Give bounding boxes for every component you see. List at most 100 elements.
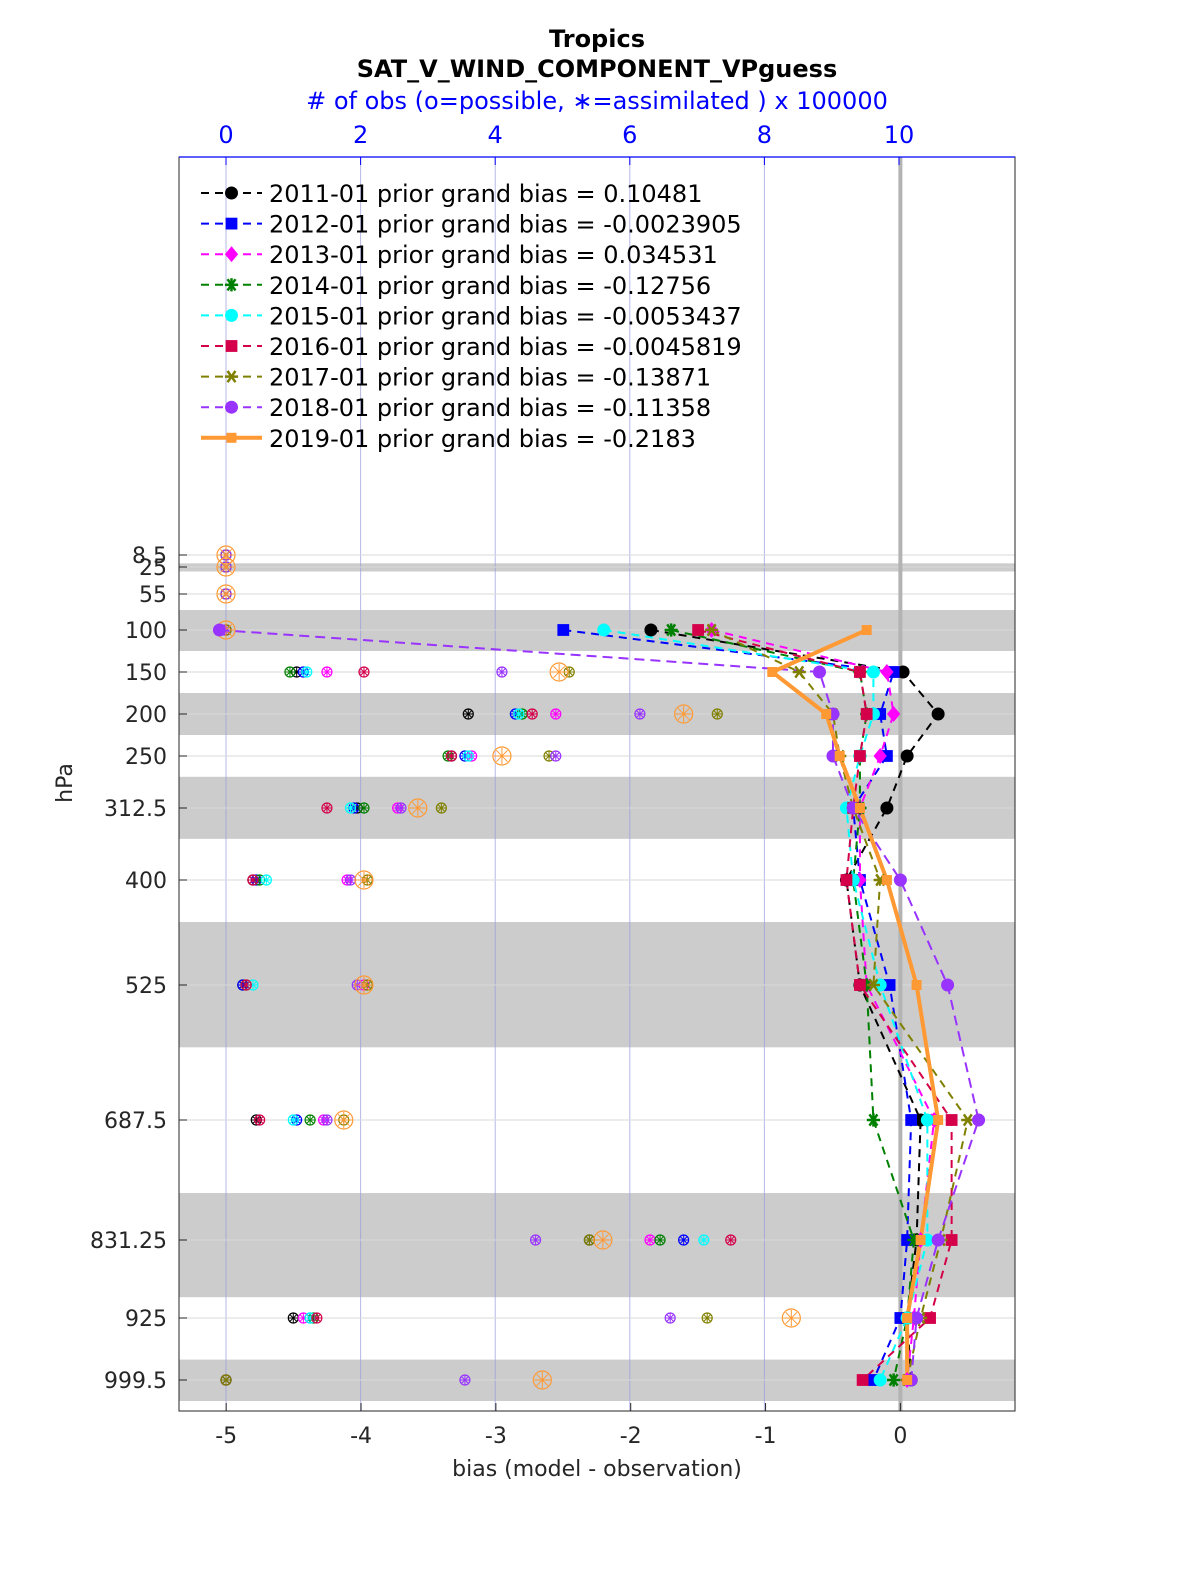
data-point (893, 873, 907, 887)
y-tick-label: 55 (139, 583, 167, 608)
data-point (911, 980, 922, 990)
data-point (886, 706, 901, 722)
legend-marker (225, 217, 238, 230)
top-tick-label: 10 (884, 121, 915, 149)
obs-count-marker (216, 584, 236, 604)
data-point (915, 1235, 926, 1245)
data-point (860, 708, 873, 720)
data-point (664, 623, 678, 637)
obs-count-marker (550, 750, 562, 762)
chart-title: Tropics (549, 25, 645, 53)
obs-count-marker (334, 1110, 354, 1130)
obs-count-marker (220, 1374, 232, 1386)
data-point (902, 1375, 913, 1385)
obs-count-marker (459, 1374, 471, 1386)
x-tick-label: -1 (755, 1424, 777, 1449)
data-point (902, 1313, 913, 1323)
data-point (854, 803, 865, 813)
data-point (881, 875, 892, 885)
y-tick-label: 200 (125, 703, 167, 728)
data-point (900, 749, 914, 763)
obs-count-marker (408, 798, 428, 818)
y-tick-label: 400 (125, 869, 167, 894)
data-point (945, 1114, 958, 1126)
data-point (972, 1113, 986, 1127)
data-point (854, 666, 866, 678)
data-point (880, 664, 894, 680)
data-point (767, 667, 778, 677)
x-tick-label: -4 (350, 1424, 372, 1449)
data-point (941, 978, 955, 992)
obs-count-marker (711, 708, 723, 720)
y-tick-label: 100 (125, 619, 167, 644)
legend-entry: 2011-01 prior grand bias = 0.10481 (269, 180, 702, 208)
obs-count-marker (529, 1234, 542, 1246)
data-point (644, 623, 658, 637)
obs-count-marker (354, 870, 374, 890)
obs-count-marker (664, 1312, 676, 1324)
shaded-band (179, 1193, 1015, 1298)
top-tick-label: 6 (622, 121, 637, 149)
data-point (212, 623, 226, 637)
data-point (945, 1234, 958, 1246)
data-point (557, 624, 570, 636)
y-tick-label: 925 (125, 1307, 167, 1332)
obs-count-marker (301, 666, 313, 678)
series-markers (212, 622, 986, 1388)
legend-marker (225, 400, 238, 414)
obs-count-marker (311, 1312, 323, 1324)
legend-marker (224, 278, 239, 292)
obs-count-marker (395, 802, 407, 814)
data-point (880, 801, 894, 815)
obs-count-marker (549, 662, 569, 682)
obs-count-marker (725, 1234, 737, 1246)
obs-count-marker (781, 1308, 801, 1328)
obs-count-marker (674, 704, 694, 724)
obs-count-marker (344, 874, 357, 886)
obs-count-marker (513, 708, 525, 720)
x-tick-label: -2 (620, 1424, 642, 1449)
y-tick-label: 25 (139, 556, 167, 581)
legend-entry: 2014-01 prior grand bias = -0.12756 (269, 272, 711, 300)
y-tick-label: 525 (125, 974, 167, 999)
obs-count-marker (698, 1234, 710, 1246)
data-point (866, 665, 880, 679)
x-tick-label: 0 (893, 1424, 907, 1449)
data-point (821, 709, 832, 719)
legend-marker (226, 432, 237, 443)
y-tick-label: 250 (125, 745, 167, 770)
data-point (840, 874, 853, 886)
data-point (887, 1373, 901, 1387)
data-point (873, 1373, 887, 1387)
x-tick-label: -3 (485, 1424, 507, 1449)
data-point (854, 979, 866, 991)
legend-marker (224, 370, 239, 383)
data-point (931, 1233, 945, 1247)
top-tick-label: 2 (353, 121, 368, 149)
obs-count-marker (284, 666, 296, 678)
obs-count-marker (287, 1114, 299, 1126)
legend-entry: 2018-01 prior grand bias = -0.11358 (269, 394, 711, 422)
top-tick-label: 0 (218, 121, 233, 149)
obs-count-marker (593, 1230, 613, 1250)
top-axis-label: # of obs (o=possible, ∗=assimilated ) x … (306, 87, 888, 115)
series-line (650, 629, 940, 1381)
x-axis-label: bias (model - observation) (452, 1457, 742, 1482)
data-point (856, 1374, 869, 1386)
obs-count-marker (321, 1114, 333, 1126)
data-point (692, 624, 705, 636)
data-point (933, 1115, 944, 1125)
data-point (812, 665, 826, 679)
data-point (861, 625, 872, 635)
data-point (910, 1311, 924, 1325)
data-point (920, 1113, 934, 1127)
obs-count-marker (321, 666, 333, 678)
x-tick-label: -5 (215, 1424, 237, 1449)
obs-count-marker (526, 708, 538, 720)
obs-count-marker (496, 666, 508, 678)
legend-marker (225, 308, 238, 322)
legend-entry: 2013-01 prior grand bias = 0.034531 (269, 241, 718, 269)
y-tick-label: 831.25 (90, 1229, 167, 1254)
obs-count-marker (462, 708, 474, 720)
